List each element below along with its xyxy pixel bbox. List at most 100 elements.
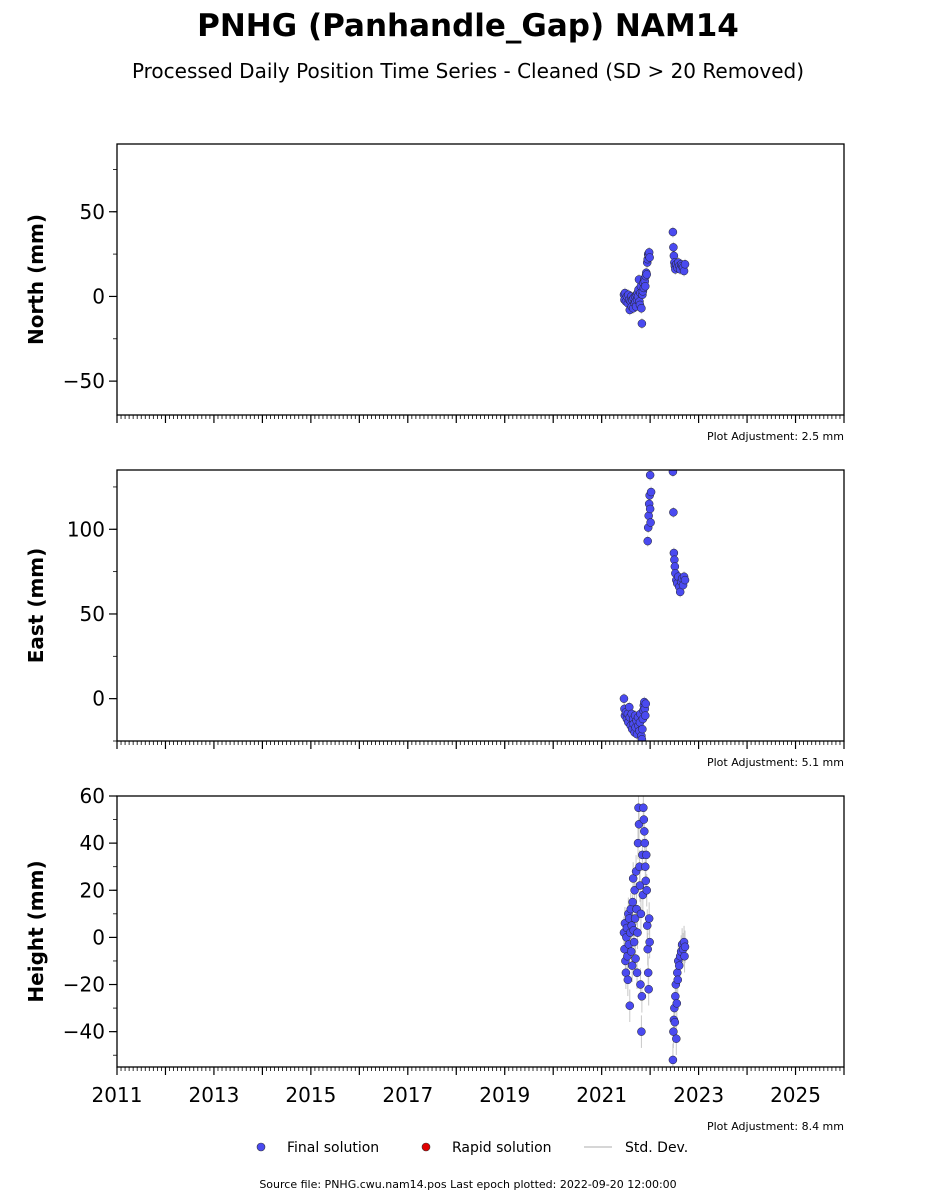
source-note: Source file: PNHG.cwu.nam14.pos Last epo…: [259, 1178, 676, 1191]
final-solution-point: [680, 942, 690, 952]
final-solution-point: [641, 282, 650, 291]
final-solution-point: [669, 243, 678, 252]
final-solution-point: [632, 968, 642, 977]
final-solution-point: [636, 909, 646, 919]
final-solution-point: [669, 1027, 678, 1036]
final-solution-point: [640, 827, 649, 836]
y-tick-label: −50: [63, 369, 105, 393]
final-solution-point: [643, 944, 652, 954]
y-axis-label: Height (mm): [24, 860, 48, 1002]
plot-frame: [116, 795, 845, 1068]
x-tick-label: 2021: [576, 1083, 627, 1107]
legend-final-label: Final solution: [287, 1140, 379, 1156]
final-solution-point: [641, 699, 651, 708]
final-solution-point: [643, 968, 653, 977]
final-solution-point: [670, 1017, 680, 1027]
final-solution-point: [668, 470, 678, 476]
final-solution-point: [680, 951, 689, 961]
figure-title: PNHG (Panhandle_Gap) NAM14: [197, 8, 739, 44]
final-solution-point: [623, 975, 633, 985]
final-solution-point: [633, 928, 642, 937]
y-tick-label: 0: [92, 925, 105, 949]
final-solution-point: [674, 961, 684, 970]
x-tick-label: 2019: [479, 1083, 530, 1107]
final-solution-point: [645, 470, 655, 480]
y-tick-label: 50: [80, 602, 105, 626]
final-solution-point: [680, 575, 690, 585]
final-solution-point: [671, 992, 680, 1001]
final-solution-point: [631, 954, 640, 963]
plot-frame: [116, 469, 845, 742]
final-solution-point: [630, 886, 639, 895]
final-solution-point: [668, 1055, 678, 1065]
final-solution-point: [646, 518, 655, 527]
x-tick-label: 2015: [285, 1083, 336, 1107]
final-solution-point: [640, 838, 650, 848]
final-solution-point: [645, 504, 655, 514]
final-solution-point: [630, 914, 640, 923]
legend-rapid-label: Rapid solution: [452, 1140, 552, 1156]
y-axis-label: East (mm): [24, 548, 48, 664]
chart-panel-1: −50 0 50 North (mm) Plot Adjustment: 2.5 mm: [24, 143, 845, 443]
final-solution-point: [641, 862, 650, 871]
final-solution-point: [641, 876, 651, 886]
y-tick-label: 0: [92, 687, 105, 711]
final-solution-point: [638, 724, 647, 734]
chart-panel-2: 0 50 100 East (mm) Plot Adjustment: 5.1 mm: [24, 469, 845, 769]
legend-final-marker: [256, 1142, 266, 1152]
y-axis-label: North (mm): [24, 214, 48, 345]
final-solution-point: [669, 508, 678, 517]
final-solution-point: [672, 999, 682, 1008]
y-tick-label: −40: [63, 1020, 105, 1044]
legend: Final solution Rapid solution Std. Dev.: [256, 1140, 688, 1156]
final-solution-point: [641, 711, 650, 720]
x-tick-label: 2013: [188, 1083, 239, 1107]
data-layer: [619, 796, 690, 1067]
data-layer: [619, 470, 690, 741]
y-tick-label: 20: [80, 878, 105, 902]
final-solution-point: [642, 850, 651, 860]
final-solution-point: [673, 975, 683, 985]
final-solution-point: [637, 304, 646, 313]
final-solution-point: [645, 937, 654, 947]
final-solution-point: [645, 253, 654, 262]
plot-adjustment-note: Plot Adjustment: 5.1 mm: [707, 756, 844, 769]
final-solution-point: [637, 992, 647, 1001]
y-tick-label: 60: [80, 784, 105, 808]
final-solution-point: [672, 1034, 681, 1043]
x-tick-label: 2011: [92, 1083, 143, 1107]
final-solution-point: [646, 487, 656, 497]
x-tick-label: 2025: [770, 1083, 821, 1107]
final-solution-point: [680, 260, 690, 269]
plot-adjustment-note: Plot Adjustment: 2.5 mm: [707, 430, 844, 443]
final-solution-point: [626, 947, 636, 956]
y-tick-label: 0: [92, 284, 105, 308]
final-solution-point: [673, 968, 682, 977]
chart-panel-3: 2011 2013 2015 2017 2019 2021 2023 2025 −40 −20 0 2…: [24, 784, 845, 1133]
final-solution-point: [643, 536, 652, 546]
data-layer: [619, 226, 690, 329]
x-tick-label: 2023: [673, 1083, 724, 1107]
final-solution-point: [639, 815, 649, 824]
final-solution-point: [668, 227, 678, 237]
y-tick-label: 50: [80, 200, 105, 224]
final-solution-point: [629, 937, 639, 947]
final-solution-point: [644, 984, 653, 994]
final-solution-point: [642, 270, 651, 279]
plot-frame: [116, 143, 845, 416]
final-solution-point: [642, 921, 652, 930]
legend-rapid-marker: [421, 1142, 431, 1152]
final-solution-point: [625, 1001, 635, 1010]
y-tick-label: −20: [63, 973, 105, 997]
final-solution-point: [639, 803, 648, 813]
final-solution-point: [621, 968, 631, 977]
figure-subtitle: Processed Daily Position Time Series - C…: [132, 59, 804, 83]
final-solution-point: [644, 914, 654, 923]
final-solution-point: [628, 897, 637, 907]
final-solution-point: [637, 319, 647, 328]
final-solution-point: [637, 1027, 646, 1036]
legend-std-label: Std. Dev.: [625, 1140, 688, 1156]
plot-adjustment-note: Plot Adjustment: 8.4 mm: [707, 1120, 844, 1133]
final-solution-point: [642, 886, 651, 895]
